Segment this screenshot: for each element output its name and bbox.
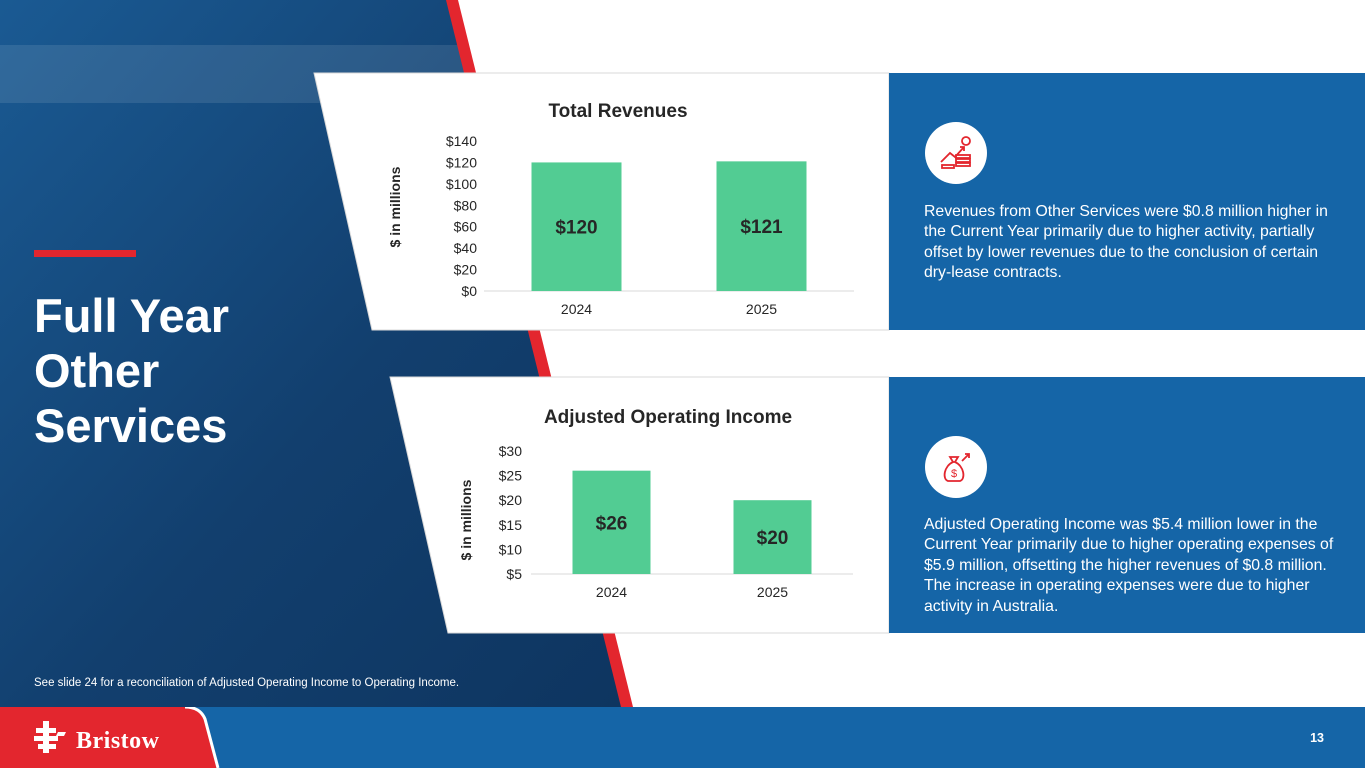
title-line: Full Year xyxy=(34,289,230,342)
y-tick-label: $20 xyxy=(454,262,478,278)
title-line: Other xyxy=(34,344,160,397)
y-tick-label: $25 xyxy=(499,468,523,484)
bar-data-label: $26 xyxy=(596,513,628,534)
revenue-growth-icon xyxy=(925,122,987,184)
revenue-description: Revenues from Other Services were $0.8 m… xyxy=(924,203,1328,282)
bar xyxy=(733,500,812,574)
bar-data-label: $121 xyxy=(740,217,783,238)
bristow-logo-text: Bristow xyxy=(76,728,160,754)
y-tick-label: $30 xyxy=(499,443,523,459)
y-tick-label: $120 xyxy=(446,154,477,170)
title-accent-bar xyxy=(34,250,136,257)
bar xyxy=(531,162,622,291)
x-tick-label: 2025 xyxy=(757,584,788,600)
x-tick-label: 2025 xyxy=(746,301,777,317)
page-title: Full Year Other Services xyxy=(34,288,294,453)
footnote: See slide 24 for a reconciliation of Adj… xyxy=(34,677,460,689)
bristow-logo-mark-icon xyxy=(34,721,66,753)
svg-text:$: $ xyxy=(951,468,957,480)
revenues-bar-chart: $0 $20 $40 $60 $80 $100 $120 $140 $120 2024 $121 20… xyxy=(446,133,854,317)
aoi-info-panel xyxy=(889,377,1365,633)
page-number: 13 xyxy=(1310,731,1324,745)
y-tick-label: $40 xyxy=(454,240,478,256)
x-tick-label: 2024 xyxy=(561,301,592,317)
y-tick-label: $140 xyxy=(446,133,477,149)
chart-title-revenues: Total Revenues xyxy=(548,101,688,122)
logo-backdrop xyxy=(0,707,220,768)
title-line: Services xyxy=(34,399,228,452)
x-tick-label: 2024 xyxy=(596,584,627,600)
bar-data-label: $20 xyxy=(757,528,789,549)
footer-bar xyxy=(0,707,1365,768)
y-tick-label: $20 xyxy=(499,492,523,508)
y-tick-label: $10 xyxy=(499,541,523,557)
y-tick-label: $0 xyxy=(461,283,477,299)
y-axis-label-aoi: $ in millions xyxy=(458,479,474,561)
y-tick-label: $100 xyxy=(446,176,477,192)
revenue-info-panel xyxy=(889,73,1365,330)
aoi-bar-chart: $5 $10 $15 $20 $25 $30 $26 2024 $20 2025 xyxy=(499,443,853,600)
bar xyxy=(572,470,651,574)
bar xyxy=(716,161,807,291)
y-tick-label: $5 xyxy=(506,566,522,582)
money-bag-icon: $ xyxy=(925,436,987,498)
y-tick-label: $80 xyxy=(454,197,478,213)
y-tick-label: $15 xyxy=(499,517,523,533)
y-axis-label-revenues: $ in millions xyxy=(387,166,403,248)
bar-data-label: $120 xyxy=(555,218,597,239)
aoi-description: Adjusted Operating Income was $5.4 milli… xyxy=(924,516,1334,615)
y-tick-label: $60 xyxy=(454,219,478,235)
chart-title-aoi: Adjusted Operating Income xyxy=(543,407,793,428)
